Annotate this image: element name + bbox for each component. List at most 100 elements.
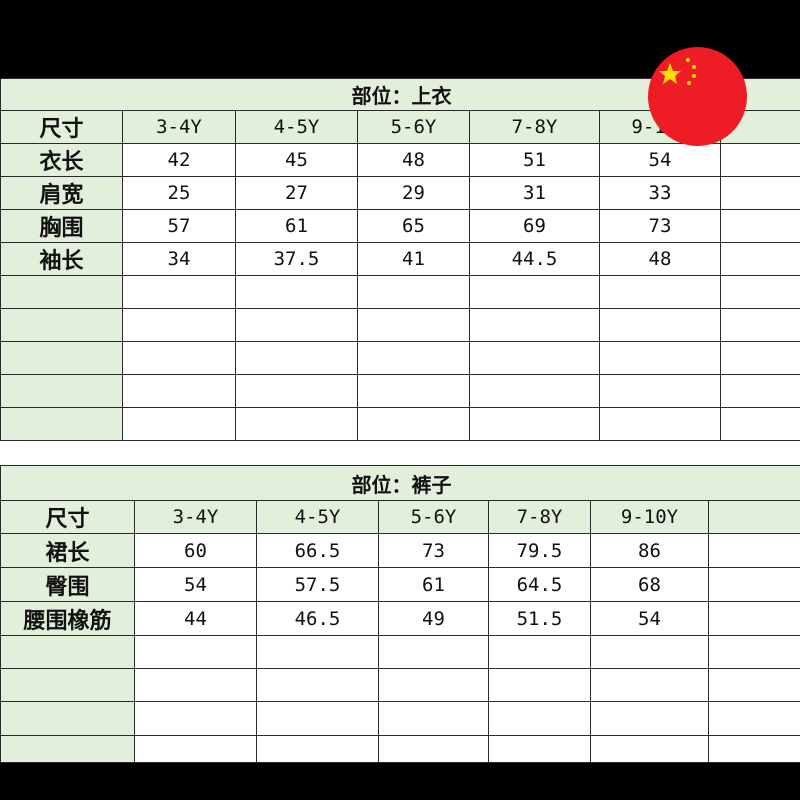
table-row: 腰围橡筋 44 46.5 49 51.5 54 [0, 601, 800, 636]
empty-cell [256, 635, 379, 669]
empty-cell [235, 275, 358, 309]
empty-cell [122, 407, 236, 441]
size-column-header: 5-6Y [357, 110, 470, 144]
measurement-label: 腰围橡筋 [0, 601, 135, 636]
empty-cell [469, 275, 600, 309]
measurement-cell: 65 [357, 209, 470, 243]
size-column-header: 3-4Y [122, 110, 236, 144]
empty-cell [719, 407, 800, 441]
measurement-cell: 73 [378, 533, 489, 568]
size-column-header: 4-5Y [235, 110, 358, 144]
measurement-cell: 54 [590, 601, 709, 636]
table-row: 肩宽 25 27 29 31 33 [0, 176, 800, 210]
empty-row [0, 341, 800, 375]
empty-cell [134, 701, 257, 736]
measurement-label: 衣长 [0, 143, 123, 177]
measurement-cell: 64.5 [488, 567, 591, 602]
empty-cell [357, 275, 470, 309]
empty-cell [707, 735, 800, 763]
measurement-cell: 44.5 [469, 242, 600, 276]
measurement-cell: 33 [599, 176, 721, 210]
empty-cell [122, 341, 236, 375]
measurement-cell: 42 [122, 143, 236, 177]
empty-cell [122, 308, 236, 342]
measurement-cell: 60 [134, 533, 257, 568]
measurement-label: 臀围 [0, 567, 135, 602]
empty-cell [0, 275, 123, 309]
empty-cell [488, 735, 591, 763]
measurement-cell: 25 [122, 176, 236, 210]
empty-cell [378, 635, 489, 669]
empty-row [0, 275, 800, 309]
empty-cell [599, 407, 721, 441]
size-label-header: 尺寸 [0, 110, 123, 144]
china-flag-icon [648, 47, 747, 146]
empty-cell [599, 341, 721, 375]
empty-cell [590, 735, 709, 763]
empty-cell [378, 701, 489, 736]
measurement-cell: 31 [469, 176, 600, 210]
size-column-header: 7-8Y [488, 500, 591, 534]
measurement-cell: 69 [469, 209, 600, 243]
empty-cell [134, 668, 257, 702]
empty-cell [719, 341, 800, 375]
empty-row [0, 407, 800, 441]
measurement-cell: 79.5 [488, 533, 591, 568]
measurement-cell: 49 [378, 601, 489, 636]
table-title: 部位：裤子 [0, 465, 800, 501]
measurement-label: 胸围 [0, 209, 123, 243]
large-star-icon [659, 63, 681, 84]
measurement-cell [719, 242, 800, 276]
title-row: 部位：裤子 [0, 465, 800, 501]
table-row: 裙长 60 66.5 73 79.5 86 [0, 533, 800, 568]
empty-cell [590, 668, 709, 702]
empty-cell [599, 275, 721, 309]
measurement-cell: 57.5 [256, 567, 379, 602]
measurement-cell [719, 176, 800, 210]
measurement-cell: 45 [235, 143, 358, 177]
size-column-header: 9-10Y [590, 500, 709, 534]
table-row: 胸围 57 61 65 69 73 [0, 209, 800, 243]
size-column-header [707, 500, 800, 534]
empty-cell [599, 308, 721, 342]
empty-row [0, 374, 800, 408]
measurement-cell: 51 [469, 143, 600, 177]
empty-cell [488, 668, 591, 702]
measurement-label: 袖长 [0, 242, 123, 276]
size-column-header: 4-5Y [256, 500, 379, 534]
empty-cell [378, 668, 489, 702]
empty-cell [469, 308, 600, 342]
empty-cell [590, 701, 709, 736]
measurement-cell [707, 533, 800, 568]
empty-cell [0, 735, 135, 763]
empty-cell [235, 407, 358, 441]
empty-cell [235, 374, 358, 408]
empty-cell [707, 635, 800, 669]
measurement-cell: 37.5 [235, 242, 358, 276]
empty-cell [0, 374, 123, 408]
measurement-cell: 44 [134, 601, 257, 636]
empty-cell [122, 275, 236, 309]
empty-cell [134, 735, 257, 763]
header-row: 尺寸3-4Y4-5Y5-6Y7-8Y9-10Y [0, 110, 800, 144]
empty-cell [488, 701, 591, 736]
empty-cell [590, 635, 709, 669]
measurement-cell [707, 601, 800, 636]
measurement-cell: 66.5 [256, 533, 379, 568]
measurement-cell: 48 [599, 242, 721, 276]
size-column-header: 7-8Y [469, 110, 600, 144]
measurement-cell: 41 [357, 242, 470, 276]
empty-cell [256, 668, 379, 702]
empty-cell [235, 308, 358, 342]
size-label-header: 尺寸 [0, 500, 135, 534]
empty-cell [488, 635, 591, 669]
measurement-label: 裙长 [0, 533, 135, 568]
empty-cell [256, 735, 379, 763]
table-row: 袖长 34 37.5 41 44.5 48 [0, 242, 800, 276]
table-row: 衣长 42 45 48 51 54 [0, 143, 800, 177]
empty-row [0, 308, 800, 342]
measurement-cell: 48 [357, 143, 470, 177]
empty-cell [707, 701, 800, 736]
measurement-cell: 57 [122, 209, 236, 243]
